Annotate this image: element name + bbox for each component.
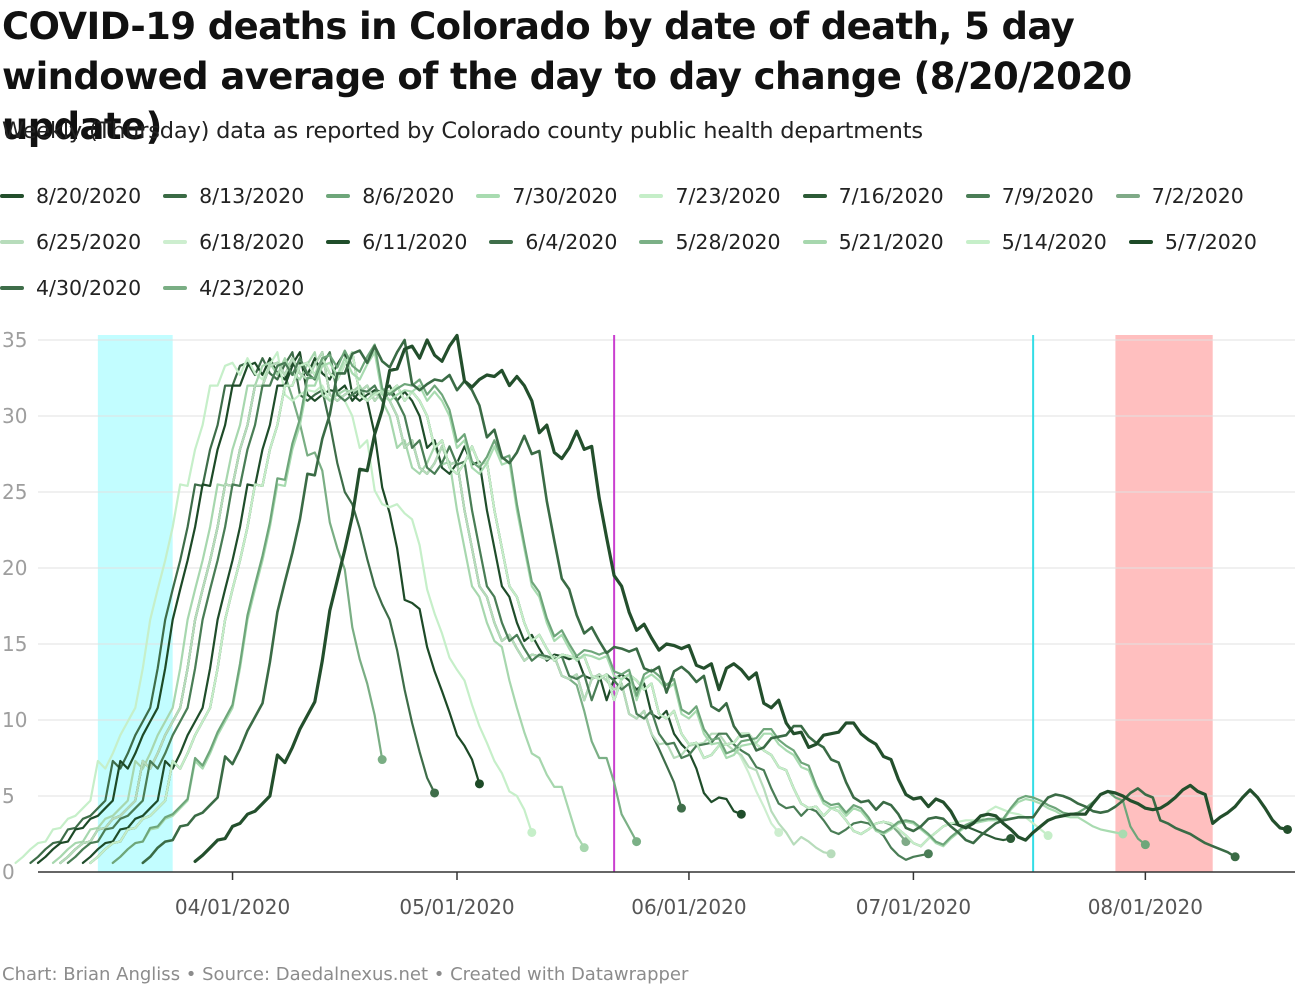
chart-subtitle: Weekly (Thursday) data as reported by Co… [2,118,923,144]
y-tick-label: 10 [2,708,27,732]
series-endpoint-6/4/2020 [676,803,686,813]
legend-swatch [639,240,664,244]
legend-item-5/28/2020: 5/28/2020 [639,224,781,260]
legend-label: 8/20/2020 [36,184,142,208]
series-endpoint-8/20/2020 [1283,824,1293,834]
legend-item-8/6/2020: 8/6/2020 [326,178,454,214]
series-line-6/11/2020 [81,351,743,865]
series-endpoint-6/25/2020 [826,849,836,859]
legend-label: 7/23/2020 [675,184,781,208]
series-endpoint-8/6/2020 [1140,840,1150,850]
legend-item-4/30/2020: 4/30/2020 [0,270,141,306]
legend-item-5/14/2020: 5/14/2020 [965,224,1107,260]
y-tick-label: 25 [2,480,27,504]
y-tick-label: 35 [2,328,27,352]
legend-item-5/21/2020: 5/21/2020 [802,224,944,260]
series-line-7/30/2020 [111,351,1125,865]
legend-label: 5/28/2020 [675,230,781,254]
chart-credit: Chart: Brian Angliss • Source: Daedalnex… [2,964,689,985]
legend-label: 5/21/2020 [838,230,944,254]
legend-label: 4/30/2020 [36,276,142,300]
series-endpoint-7/9/2020 [923,849,933,859]
legend-swatch [639,194,664,198]
legend-label: 6/25/2020 [36,230,142,254]
legend-swatch [476,194,501,198]
legend-item-6/11/2020: 6/11/2020 [326,224,467,260]
legend-label: 4/23/2020 [199,276,305,300]
y-tick-label: 20 [2,556,27,580]
series-endpoint-5/21/2020 [579,843,589,853]
series-endpoint-4/30/2020 [430,788,440,798]
legend: 8/20/2020 8/13/2020 8/6/2020 7/30/2020 7/23/… [0,178,1290,306]
series-endpoint-7/23/2020 [1043,831,1053,841]
legend-label: 5/7/2020 [1164,230,1257,254]
series-endpoint-8/13/2020 [1230,852,1240,862]
series-endpoint-6/18/2020 [774,827,784,837]
legend-label: 8/6/2020 [362,184,455,208]
legend-swatch [489,240,514,244]
series-endpoint-6/11/2020 [736,809,746,819]
legend-swatch [965,194,990,198]
legend-swatch [326,194,351,198]
legend-item-6/18/2020: 6/18/2020 [163,224,304,260]
series-line-7/23/2020 [89,351,1050,865]
series-endpoint-5/7/2020 [474,779,484,789]
legend-swatch [0,194,24,198]
legend-swatch [0,240,24,244]
legend-swatch [326,240,351,244]
line-chart: 0 5 10 15 20 25 30 35 04/01/2020 05/01/2020 06/01/… [2,328,1295,919]
legend-item-7/2/2020: 7/2/2020 [1115,178,1244,214]
legend-item-7/23/2020: 7/23/2020 [639,178,781,214]
legend-item-6/4/2020: 6/4/2020 [489,224,617,260]
series-endpoint-4/23/2020 [377,755,387,765]
legend-item-6/25/2020: 6/25/2020 [0,224,141,260]
series-endpoint-5/14/2020 [527,827,537,837]
legend-swatch [163,194,188,198]
legend-swatch [802,194,827,198]
legend-label: 7/9/2020 [1001,184,1094,208]
legend-swatch [0,286,24,290]
legend-label: 7/16/2020 [838,184,944,208]
legend-swatch [1115,194,1140,198]
series-line-8/13/2020 [141,338,1237,865]
x-tick-label: 07/01/2020 [856,895,971,919]
series-line-5/14/2020 [14,351,533,865]
legend-label: 7/2/2020 [1151,184,1244,208]
legend-label: 7/30/2020 [512,184,618,208]
legend-swatch [1128,240,1153,244]
series-line-8/6/2020 [111,343,1147,865]
highlight-band-1 [1115,335,1213,872]
series-line-5/7/2020 [36,351,481,865]
legend-label: 6/18/2020 [199,230,305,254]
y-tick-label: 0 [2,860,15,884]
legend-item-7/16/2020: 7/16/2020 [802,178,944,214]
legend-label: 5/14/2020 [1001,230,1107,254]
legend-label: 8/13/2020 [199,184,305,208]
x-tick-label: 08/01/2020 [1088,895,1203,919]
legend-swatch [965,240,990,244]
legend-item-8/13/2020: 8/13/2020 [163,178,304,214]
x-tick-label: 06/01/2020 [631,895,746,919]
legend-item-7/9/2020: 7/9/2020 [965,178,1094,214]
series-line-7/9/2020 [66,351,930,865]
legend-item-5/7/2020: 5/7/2020 [1128,224,1257,260]
x-tick-label: 05/01/2020 [399,895,514,919]
chart-title: COVID-19 deaths in Colorado by date of d… [2,5,1132,148]
series-endpoint-7/30/2020 [1118,829,1128,839]
legend-label: 6/4/2020 [525,230,618,254]
legend-swatch [163,286,188,290]
legend-label: 6/11/2020 [362,230,468,254]
legend-swatch [163,240,188,244]
x-tick-label: 04/01/2020 [175,895,290,919]
legend-swatch [802,240,827,244]
legend-item-4/23/2020: 4/23/2020 [163,270,304,306]
y-tick-label: 5 [2,784,15,808]
series-endpoint-5/28/2020 [632,837,642,847]
series-endpoint-7/16/2020 [1006,834,1016,844]
series-line-8/20/2020 [193,333,1290,864]
y-tick-label: 30 [2,404,27,428]
y-tick-label: 15 [2,632,27,656]
legend-item-8/20/2020: 8/20/2020 [0,178,141,214]
legend-item-7/30/2020: 7/30/2020 [476,178,617,214]
